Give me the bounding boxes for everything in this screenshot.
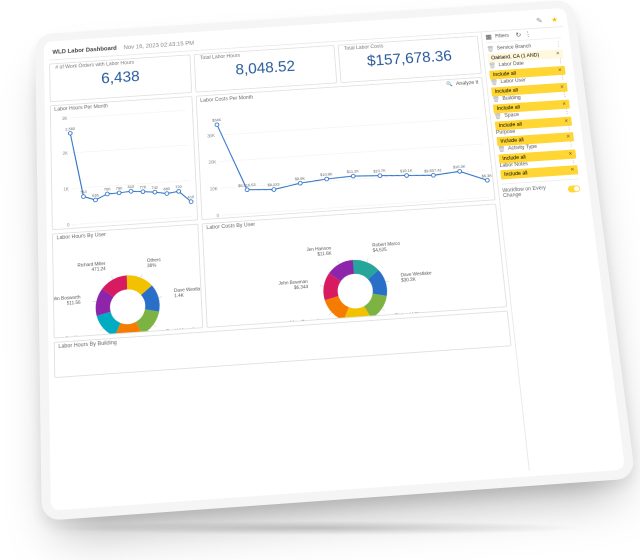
svg-text:10K: 10K <box>210 186 218 191</box>
svg-text:Jen Hannon: Jen Hannon <box>65 334 91 338</box>
filter-more-icon[interactable]: ⋮ <box>563 110 570 114</box>
refresh-icon[interactable]: ↻ <box>515 31 521 38</box>
close-icon[interactable]: × <box>570 167 574 173</box>
dashboard-date: Nov 16, 2023 02:43:15 PM <box>124 41 195 51</box>
dashboard-title: WLD Labor Dashboard <box>52 46 117 56</box>
svg-text:636: 636 <box>92 192 99 197</box>
svg-text:511.56: 511.56 <box>67 300 81 306</box>
svg-text:471.24: 471.24 <box>92 266 107 272</box>
tablet-frame: WLD Labor Dashboard Nov 16, 2023 02:43:1… <box>35 0 635 521</box>
svg-text:$30.2K: $30.2K <box>401 277 416 283</box>
filter-more-icon[interactable]: ⋮ <box>570 159 577 163</box>
trash-icon[interactable]: 🗑 <box>488 62 496 69</box>
chart-labor-costs-user: Labor Costs By User Robert Marco$4,525Da… <box>202 204 507 328</box>
svg-text:$11.6K: $11.6K <box>317 251 332 257</box>
more-icon[interactable]: ⋮ <box>524 31 532 39</box>
svg-text:1K: 1K <box>63 186 69 191</box>
line-chart-hours[interactable]: 01K2K3K2,560Jan 2023753Feb 2023636Mar 20… <box>51 105 198 230</box>
svg-text:$9,557.42: $9,557.42 <box>424 168 442 174</box>
svg-text:753: 753 <box>80 189 87 194</box>
analyze-icon[interactable]: 🔍 <box>446 81 453 87</box>
analyze-button[interactable]: Analyze It <box>456 80 479 86</box>
kpi-work-orders: # of Work Orders with Labor Hours 6,438 <box>49 54 192 102</box>
svg-text:$8,223: $8,223 <box>267 182 279 188</box>
filter-more-icon[interactable]: ⋮ <box>555 43 562 47</box>
close-icon[interactable]: × <box>556 51 560 57</box>
svg-text:$34K: $34K <box>212 117 222 122</box>
svg-text:2,560: 2,560 <box>65 126 76 131</box>
workflow-toggle-label: Workflow on Every Change <box>502 185 565 199</box>
kpi-value: $157,678.36 <box>366 48 452 70</box>
tablet-shadow <box>51 521 589 535</box>
svg-text:$9.9K: $9.9K <box>295 176 306 182</box>
svg-text:780: 780 <box>104 186 112 191</box>
kpi-labor-hours: Total Labor Hours 8,048.52 <box>194 45 338 93</box>
trash-icon[interactable]: 🗑 <box>498 146 506 153</box>
kpi-value: 8,048.52 <box>235 58 296 79</box>
donut-chart-hours[interactable]: Others38%Dave Westlake1.4KDavid Marcello… <box>53 233 203 338</box>
svg-text:410: 410 <box>187 194 195 199</box>
trash-icon[interactable]: 🗑 <box>492 96 500 103</box>
filter-title: Filters <box>495 33 509 39</box>
chart-labor-hours-month: Labor Hours Per Month 01K2K3K2,560Jan 20… <box>50 96 198 230</box>
svg-text:$10.1K: $10.1K <box>400 168 413 174</box>
svg-text:$10.7K: $10.7K <box>373 168 386 174</box>
kpi-label: Total Labor Hours <box>200 54 240 61</box>
kpi-label: Total Labor Costs <box>344 44 384 51</box>
line-chart-costs[interactable]: 010K20K30K$34KJan 2023$8,816.63Feb 2023$… <box>197 87 496 220</box>
svg-text:0: 0 <box>67 222 70 227</box>
svg-text:$8,816.63: $8,816.63 <box>238 182 256 188</box>
svg-text:$10.3K: $10.3K <box>453 164 466 170</box>
close-icon[interactable]: × <box>562 101 566 107</box>
close-icon[interactable]: × <box>560 84 564 90</box>
filter-icon: ▦ <box>485 33 492 40</box>
chart-labor-hours-user: Labor Hours By User Others38%Dave Westla… <box>52 224 203 339</box>
svg-text:1.4K: 1.4K <box>174 293 184 299</box>
trash-icon[interactable]: 🗑 <box>494 113 502 120</box>
svg-text:$6,344: $6,344 <box>294 284 309 290</box>
trash-icon[interactable]: 🗑 <box>486 46 494 53</box>
chart-labor-costs-month: Labor Costs Per Month 🔍 Analyze It 010K2… <box>196 77 496 220</box>
edit-icon[interactable]: ✎ <box>535 17 544 25</box>
svg-text:30K: 30K <box>207 133 215 138</box>
trash-icon[interactable]: 🗑 <box>490 79 498 86</box>
svg-text:3K: 3K <box>62 116 67 121</box>
svg-text:742: 742 <box>151 185 158 190</box>
svg-text:2K: 2K <box>63 151 69 156</box>
svg-text:720: 720 <box>175 184 183 189</box>
workflow-toggle[interactable] <box>568 185 581 193</box>
svg-text:$6.3K: $6.3K <box>481 173 492 179</box>
svg-text:0: 0 <box>216 213 219 218</box>
kpi-labor-costs: Total Labor Costs $157,678.36 <box>338 36 482 83</box>
svg-text:38%: 38% <box>147 263 156 269</box>
svg-text:778: 778 <box>139 184 146 189</box>
filter-more-icon[interactable]: ⋮ <box>557 59 564 63</box>
main-content: # of Work Orders with Labor Hours 6,438 … <box>49 32 529 504</box>
close-icon[interactable]: × <box>558 68 562 74</box>
donut-chart-costs[interactable]: Robert Marco$4,525Dave Westlake$30.2KRic… <box>203 213 507 328</box>
filter-more-icon[interactable]: ⋮ <box>565 126 572 130</box>
svg-text:20K: 20K <box>208 160 216 165</box>
filter-more-icon[interactable]: ⋮ <box>559 76 566 80</box>
kpi-value: 6,438 <box>101 68 140 87</box>
close-icon[interactable]: × <box>566 134 570 140</box>
filter-more-icon[interactable]: ⋮ <box>561 93 568 97</box>
filter-more-icon[interactable]: ⋮ <box>567 143 574 147</box>
bookmark-icon[interactable]: ★ <box>550 16 559 24</box>
svg-text:$4,525: $4,525 <box>373 247 388 253</box>
svg-text:790: 790 <box>116 185 124 190</box>
svg-text:$10.8K: $10.8K <box>320 171 333 177</box>
svg-text:810: 810 <box>128 184 136 189</box>
svg-text:680: 680 <box>163 186 171 191</box>
svg-text:$11.2K: $11.2K <box>347 169 360 175</box>
